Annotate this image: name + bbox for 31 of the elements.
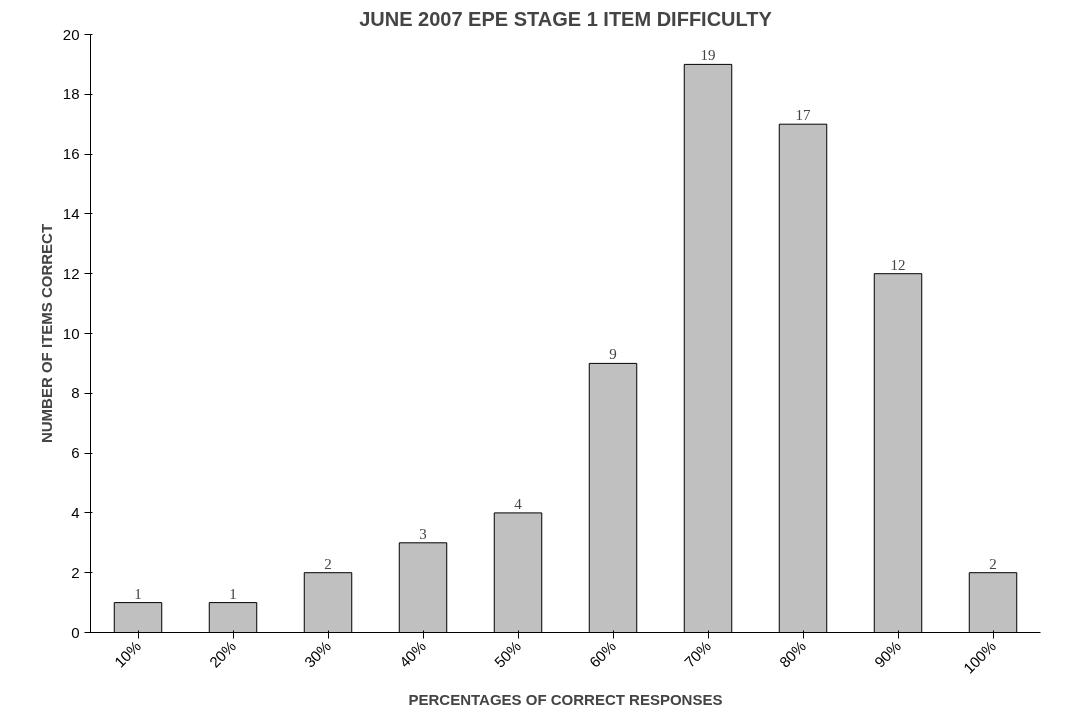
data-label: 1 — [134, 585, 142, 602]
x-tick-label: 50% — [490, 637, 525, 671]
y-tick-label: 6 — [71, 444, 80, 462]
y-tick-label: 0 — [71, 623, 80, 641]
data-label: 4 — [514, 495, 523, 512]
y-tick-label: 4 — [71, 503, 80, 521]
chart-title: JUNE 2007 EPE STAGE 1 ITEM DIFFICULTY — [359, 7, 773, 30]
data-label: 17 — [795, 107, 811, 124]
x-axis-title: PERCENTAGES OF CORRECT RESPONSES — [408, 690, 723, 708]
y-tick-label: 18 — [62, 85, 80, 103]
x-tick-label: 40% — [395, 637, 430, 671]
y-tick-label: 20 — [62, 25, 80, 43]
y-tick-label: 16 — [62, 145, 80, 163]
data-label: 3 — [419, 525, 427, 542]
y-tick-label: 8 — [71, 384, 80, 402]
data-label: 19 — [700, 47, 716, 64]
data-label: 1 — [229, 585, 237, 602]
x-tick-label: 30% — [300, 637, 335, 671]
y-axis-title: NUMBER OF ITEMS CORRECT — [37, 223, 55, 444]
x-tick-label: 80% — [775, 637, 810, 671]
y-tick-label: 12 — [62, 264, 80, 282]
data-label: 9 — [609, 346, 617, 363]
x-tick-label: 60% — [585, 637, 620, 671]
x-tick-label: 70% — [680, 637, 715, 671]
x-tick-label: 90% — [870, 637, 905, 671]
data-label: 12 — [890, 256, 906, 273]
y-tick-label: 10 — [62, 324, 80, 342]
data-label: 2 — [989, 555, 997, 572]
y-tick-label: 2 — [71, 563, 80, 581]
data-label: 2 — [324, 555, 332, 572]
y-tick-label: 14 — [62, 204, 80, 222]
